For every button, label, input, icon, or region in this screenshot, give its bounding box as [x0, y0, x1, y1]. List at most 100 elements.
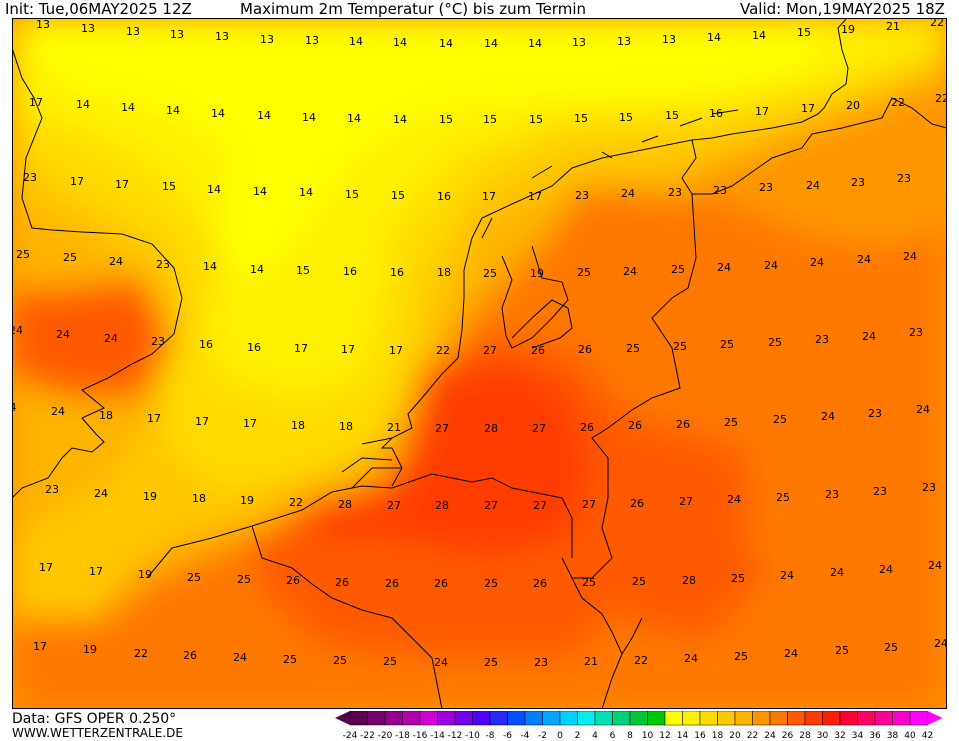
temperature-label: 24 [780, 569, 794, 582]
temperature-label: 17 [755, 105, 769, 118]
legend-box [734, 711, 753, 726]
be-nl-border [391, 473, 573, 558]
legend-tick-label: 12 [659, 731, 670, 741]
legend-box [419, 711, 438, 726]
temperature-label: 23 [815, 333, 829, 346]
temperature-label: 24 [806, 179, 820, 192]
legend-box [559, 711, 578, 726]
temperature-label: 13 [305, 34, 319, 47]
legend-tick-label: 34 [852, 731, 864, 741]
temperature-label: 25 [731, 572, 745, 585]
temperature-label: 25 [835, 644, 849, 657]
temperature-label: 13 [260, 33, 274, 46]
legend-box [857, 711, 876, 726]
map-frame [12, 18, 947, 709]
legend-tick-label: -16 [413, 731, 428, 741]
temperature-label: 17 [528, 190, 542, 203]
temperature-label: 24 [934, 637, 947, 650]
temperature-label: 17 [801, 102, 815, 115]
temperature-label: 17 [389, 344, 403, 357]
init-time: Init: Tue,06MAY2025 12Z [5, 0, 192, 18]
temperature-label: 13 [662, 33, 676, 46]
legend-box [874, 711, 893, 726]
temperature-label: 25 [768, 336, 782, 349]
temperature-label: 15 [574, 112, 588, 125]
dutch-coast [380, 18, 849, 487]
temperature-label: 22 [436, 344, 450, 357]
temperature-label: 23 [868, 407, 882, 420]
temperature-label: 26 [580, 421, 594, 434]
temperature-label: 25 [734, 650, 748, 663]
temperature-label: 23 [825, 488, 839, 501]
germany-coast [681, 97, 947, 195]
temperature-label: 14 [253, 185, 267, 198]
legend-box [577, 711, 596, 726]
temperature-label: 19 [240, 494, 254, 507]
temperature-label: 23 [668, 186, 682, 199]
temperature-label: 18 [99, 409, 113, 422]
temperature-label: 27 [533, 499, 547, 512]
temperature-label: 14 [166, 104, 180, 117]
legend-tick-label: 4 [592, 731, 598, 741]
legend-box [384, 711, 403, 726]
legend-box [437, 711, 456, 726]
map-title: Maximum 2m Temperatur (°C) bis zum Termi… [240, 0, 586, 18]
legend-box [752, 711, 771, 726]
temperature-label: 22 [134, 647, 148, 660]
temperature-label: 25 [484, 656, 498, 669]
temperature-label: 25 [577, 266, 591, 279]
temperature-label: 14 [299, 186, 313, 199]
temperature-label: 17 [115, 178, 129, 191]
temperature-label: 23 [151, 335, 165, 348]
legend-tick-label: -20 [378, 731, 393, 741]
temperature-label: 15 [162, 180, 176, 193]
temperature-label: 17 [39, 561, 53, 574]
de-fr-border [621, 617, 643, 655]
temperature-label: 24 [717, 261, 731, 274]
temperature-label: 24 [784, 647, 798, 660]
temperature-label: 26 [630, 497, 644, 510]
legend-tick-label: -6 [503, 731, 512, 741]
temperature-label: 25 [187, 571, 201, 584]
zone-28 [312, 358, 592, 558]
temperature-label: 23 [851, 176, 865, 189]
temperature-label: 16 [709, 107, 723, 120]
temperature-label: 16 [390, 266, 404, 279]
temperature-label: 20 [846, 99, 860, 112]
temperature-label: 13 [126, 25, 140, 38]
wadden-islands [481, 109, 739, 239]
temperature-label: 15 [619, 111, 633, 124]
temperature-label: 14 [76, 98, 90, 111]
legend-tick-label: 2 [575, 731, 581, 741]
temperature-label: 23 [909, 326, 923, 339]
legend-tick-label: 16 [694, 731, 706, 741]
temperature-label: 22 [930, 18, 944, 29]
temperature-label: 26 [531, 344, 545, 357]
legend-box [664, 711, 683, 726]
temperature-label: 25 [283, 653, 297, 666]
legend-tick-label: 26 [782, 731, 794, 741]
temperature-label: 23 [45, 483, 59, 496]
temperature-label: 28 [484, 422, 498, 435]
temperature-label: 15 [483, 113, 497, 126]
temperature-label: 15 [296, 264, 310, 277]
temperature-label: 22 [935, 92, 947, 105]
temperature-label: 14 [347, 112, 361, 125]
legend-box [909, 711, 928, 726]
temperature-label: 27 [582, 498, 596, 511]
temperature-label: 24 [233, 651, 247, 664]
temperature-label: 14 [211, 107, 225, 120]
temperature-label: 24 [621, 187, 635, 200]
temperature-label: 13 [170, 28, 184, 41]
temperature-label: 13 [81, 22, 95, 35]
temperature-label: 24 [12, 324, 23, 337]
ijsselmeer [501, 245, 569, 349]
legend-box [892, 711, 911, 726]
legend-box [804, 711, 823, 726]
legend-box [454, 711, 473, 726]
temperature-label: 14 [528, 37, 542, 50]
scheldt-delta [341, 437, 402, 489]
legend-tick-label: 10 [642, 731, 654, 741]
temperature-label: 25 [724, 416, 738, 429]
temperature-label: 14 [257, 109, 271, 122]
